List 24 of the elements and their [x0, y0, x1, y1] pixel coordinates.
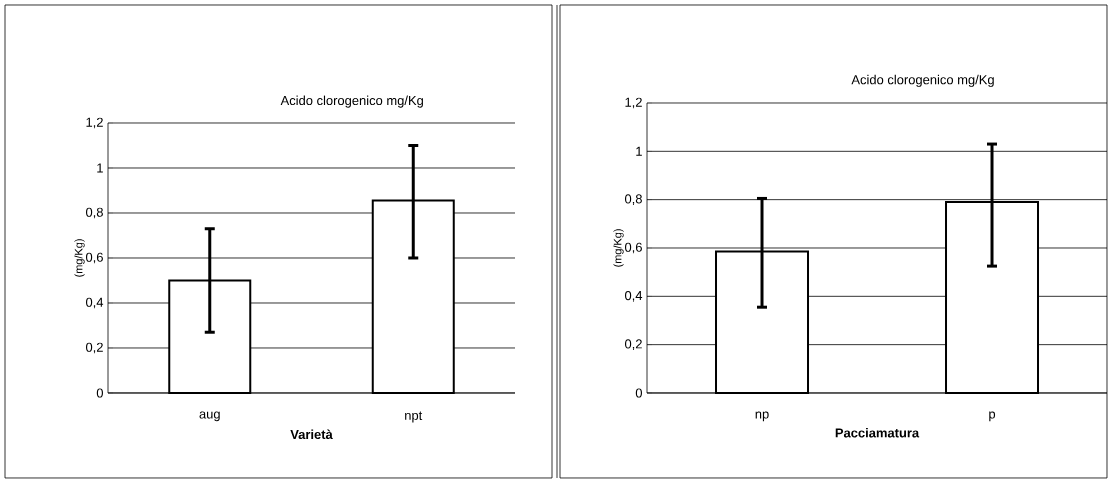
y-tick-label: 1	[636, 146, 642, 156]
y-tick-label: 0,4	[85, 297, 104, 309]
y-tick-label: 1	[97, 163, 103, 173]
y-tick-label: 0	[635, 388, 642, 398]
chart-title: Acido clorogenico mg/Kg	[851, 74, 994, 87]
y-tick-label: 1,2	[86, 117, 103, 129]
y-tick-label: 0,2	[85, 342, 103, 354]
x-tick-label: np	[755, 411, 769, 422]
x-tick-label: aug	[199, 411, 220, 422]
y-axis-title: (mg/Kg)	[74, 239, 85, 277]
x-axis-title: Pacciamatura	[835, 427, 920, 438]
y-tick-label: 0,6	[624, 242, 642, 254]
y-tick-label: 0,8	[85, 207, 103, 219]
y-tick-label: 0,6	[85, 252, 103, 264]
x-tick-label: p	[989, 411, 996, 422]
y-tick-label: 0,8	[624, 194, 642, 205]
y-tick-label: 0	[96, 388, 103, 398]
y-tick-label: 0,2	[624, 339, 642, 350]
y-axis-title: (mg/Kg)	[613, 229, 624, 267]
y-tick-label: 1,2	[625, 97, 642, 109]
x-tick-label: npt	[405, 411, 423, 423]
chart-title: Acido clorogenico mg/Kg	[280, 95, 423, 108]
x-axis-title: Varietà	[290, 429, 333, 440]
y-tick-label: 0,4	[624, 290, 643, 302]
